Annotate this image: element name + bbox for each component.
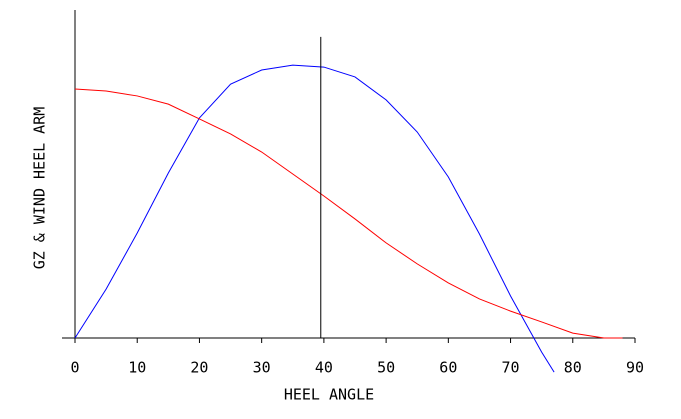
x-tick-label: 80 bbox=[564, 359, 582, 377]
x-tick-label: 40 bbox=[315, 359, 333, 377]
x-tick-label: 20 bbox=[190, 359, 208, 377]
series-line bbox=[74, 64, 555, 373]
series-line bbox=[74, 88, 623, 339]
x-tick-label: 50 bbox=[377, 359, 395, 377]
x-tick-label: 30 bbox=[253, 359, 271, 377]
x-axis-label: HEEL ANGLE bbox=[284, 386, 374, 404]
x-tick-label: 90 bbox=[626, 359, 644, 377]
x-tick-label: 70 bbox=[502, 359, 520, 377]
x-tick-label: 0 bbox=[70, 359, 79, 377]
x-tick-label: 10 bbox=[128, 359, 146, 377]
x-tick-label: 60 bbox=[439, 359, 457, 377]
y-axis-label: GZ & WIND HEEL ARM bbox=[31, 107, 49, 270]
